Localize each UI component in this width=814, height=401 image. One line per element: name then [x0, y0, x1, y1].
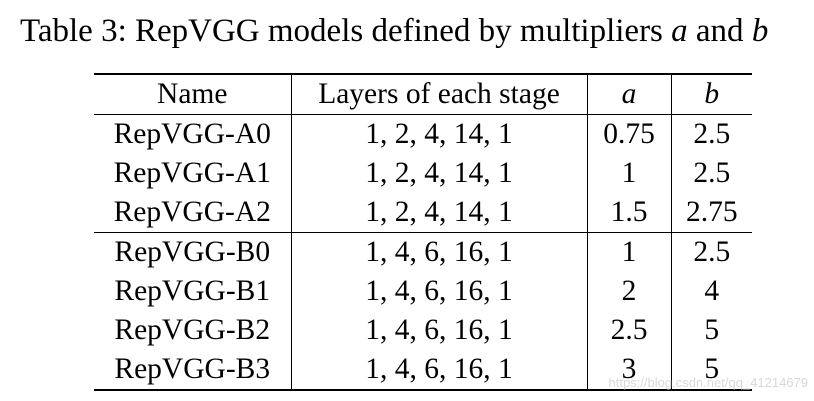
cell-name: RepVGG-A1 [94, 154, 292, 193]
header-name: Name [94, 74, 292, 115]
header-row: Name Layers of each stage a b [94, 74, 752, 115]
cell-name: RepVGG-B0 [94, 232, 292, 272]
cell-name: RepVGG-B1 [94, 272, 292, 311]
cell-layers: 1, 2, 4, 14, 1 [291, 114, 588, 154]
table-caption: Table 3: RepVGG models defined by multip… [20, 6, 768, 56]
cell-b: 4 [704, 275, 720, 307]
cell-name: RepVGG-B2 [94, 311, 292, 350]
caption-var-b: b [751, 13, 769, 49]
header-layers: Layers of each stage [291, 74, 588, 115]
table-row: RepVGG-B2 1, 4, 6, 16, 1 2.5 5 [94, 311, 752, 350]
cell-a: 2 [587, 272, 672, 311]
table-row: RepVGG-A2 1, 2, 4, 14, 1 1.5 2.75 [94, 193, 752, 233]
cell-a: 1.5 [587, 193, 672, 233]
caption-prefix: Table 3: RepVGG models defined by multip… [20, 13, 672, 49]
cell-a: 2.5 [587, 311, 672, 350]
table-row: RepVGG-B0 1, 4, 6, 16, 1 1 2.5 [94, 232, 752, 272]
cell-b: 2.5 [693, 118, 731, 150]
header-a: a [587, 74, 672, 115]
cell-name: RepVGG-B3 [94, 350, 292, 390]
table-row: RepVGG-A0 1, 2, 4, 14, 1 0.75 2.5 [94, 114, 752, 154]
cell-a: 3 [587, 350, 672, 390]
cell-b: 2.5 [693, 236, 731, 268]
caption-joiner: and [687, 13, 752, 49]
cell-layers: 1, 4, 6, 16, 1 [291, 272, 588, 311]
cell-name: RepVGG-A0 [94, 114, 292, 154]
cell-layers: 1, 4, 6, 16, 1 [291, 311, 588, 350]
watermark-url: https://blog.csdn.net/qq_41214679 [608, 375, 809, 390]
caption-var-a: a [671, 13, 688, 49]
cell-layers: 1, 2, 4, 14, 1 [291, 193, 588, 233]
table-container: Name Layers of each stage a b RepVGG-A0 … [94, 73, 752, 391]
table-row: RepVGG-B3 1, 4, 6, 16, 1 3 5 [94, 350, 752, 390]
cell-layers: 1, 4, 6, 16, 1 [291, 232, 588, 272]
repvgg-table: Name Layers of each stage a b RepVGG-A0 … [94, 73, 752, 391]
cell-layers: 1, 4, 6, 16, 1 [291, 350, 588, 390]
cell-name: RepVGG-A2 [94, 193, 292, 233]
cell-b: 2.75 [685, 196, 738, 228]
cell-a: 1 [587, 154, 672, 193]
cell-layers: 1, 2, 4, 14, 1 [291, 154, 588, 193]
cell-a: 0.75 [587, 114, 672, 154]
header-b: b [704, 78, 720, 110]
table-row: RepVGG-A1 1, 2, 4, 14, 1 1 2.5 [94, 154, 752, 193]
cell-b: 5 [704, 353, 720, 385]
cell-a: 1 [587, 232, 672, 272]
cell-b: 2.5 [693, 157, 731, 189]
cell-b: 5 [704, 314, 720, 346]
table-row: RepVGG-B1 1, 4, 6, 16, 1 2 4 [94, 272, 752, 311]
